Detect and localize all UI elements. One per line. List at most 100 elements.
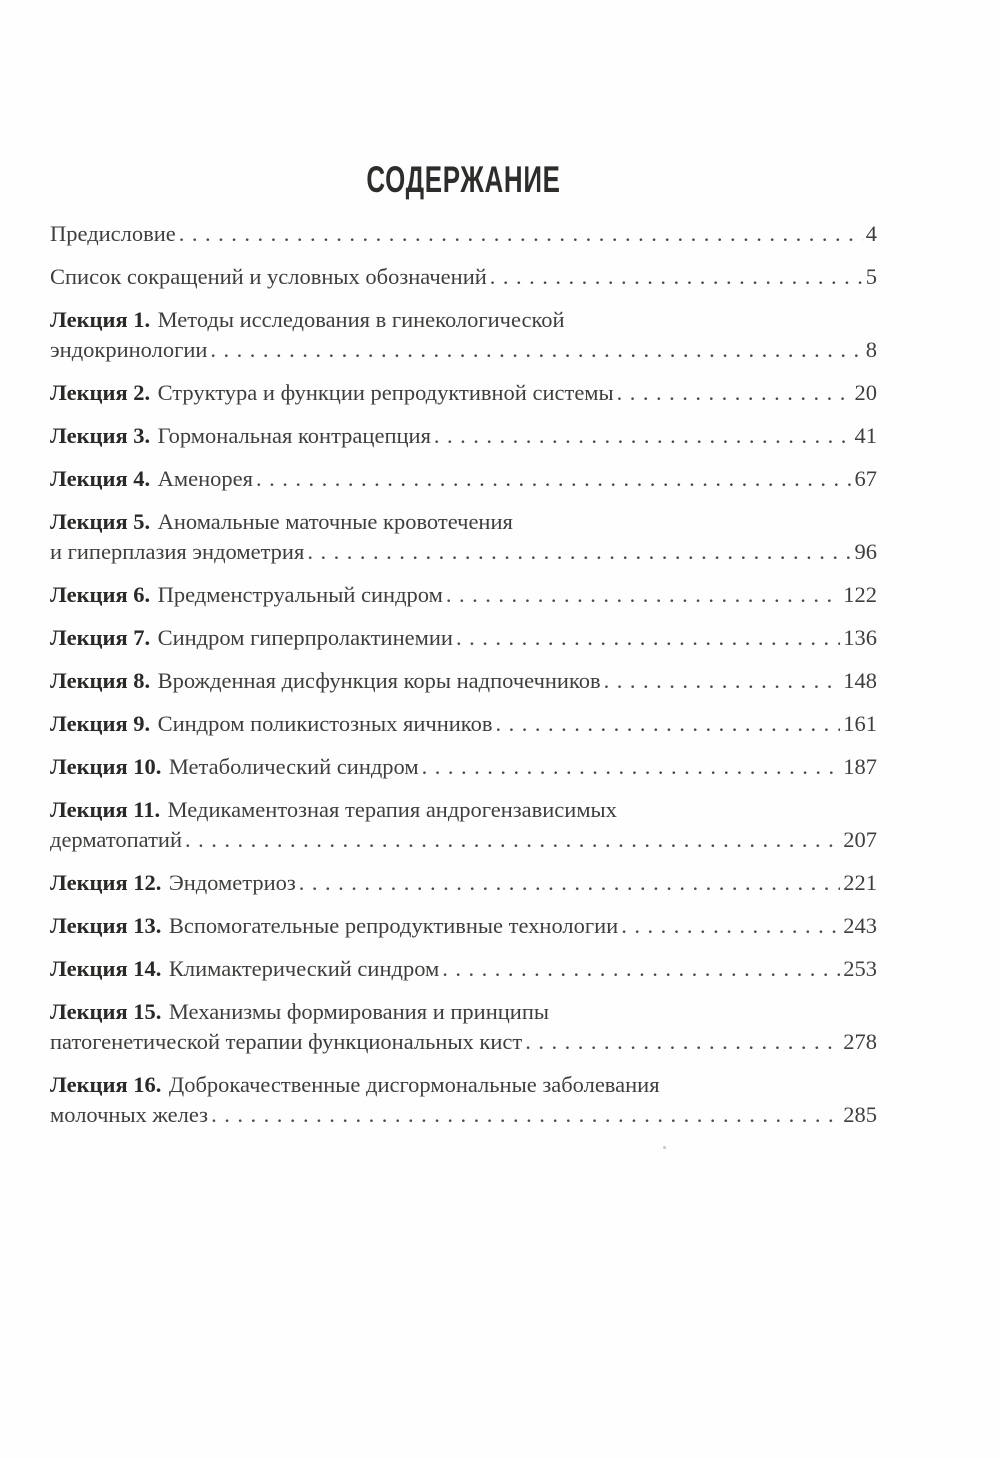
entry-title: Лекция 12. Эндометриоз [50, 868, 296, 898]
entry-label: Лекция 6. [50, 582, 151, 607]
entry-label: Лекция 1. [50, 307, 151, 332]
entry-title: дерматопатий [50, 825, 182, 855]
toc-entry: Лекция 16. Доброкачественные дисгормональ… [50, 1070, 877, 1130]
page-number: 136 [843, 625, 877, 650]
entry-label: Лекция 2. [50, 380, 151, 405]
entry-text: Климактерический синдром [168, 956, 440, 981]
page-number: 243 [843, 913, 877, 938]
page-title: СОДЕРЖАНИЕ [366, 159, 561, 200]
toc-entry: Лекция 9.Синдром поликистозных яичников 1… [50, 709, 877, 739]
page-number: 41 [854, 423, 878, 448]
entry-title: патогенетической терапии функциональных … [50, 1027, 522, 1057]
entry-text: Доброкачественные дисгормональные заболе… [168, 1072, 660, 1097]
entry-text: Гормональная контрацепция [157, 423, 431, 448]
toc-line: Лекция 5. Аномальные маточные кровотечени… [50, 507, 877, 537]
toc-list: Предисловие 4 Список сокращений и условных… [50, 219, 877, 1130]
toc-line: Лекция 3.Гормональная контрацепция 41 [50, 421, 877, 451]
entry-title: Лекция 4. Аменорея [50, 464, 253, 494]
toc-line: Лекция 15. Механизмы формирования и принц… [50, 997, 877, 1027]
page-number: 207 [843, 827, 877, 852]
entry-text: Метаболический синдром [168, 754, 419, 779]
entry-title: молочных желез [50, 1100, 208, 1130]
entry-title: эндокринологии [50, 335, 207, 365]
toc-line: Лекция 8. Врожденная дисфункция коры надп… [50, 666, 877, 696]
entry-label: Лекция 14. [50, 956, 162, 981]
toc-entry: Лекция 11. Медикаментозная терапия андрог… [50, 795, 877, 855]
entry-title: Лекция 11. Медикаментозная терапия андрог… [50, 797, 617, 822]
toc-entry: Лекция 14.Климактерический синдром 253 [50, 954, 877, 984]
dot-leader [439, 954, 840, 984]
toc-line: Лекция 6.Предменструальный синдром 122 [50, 580, 877, 610]
toc-entry: Лекция 6.Предменструальный синдром 122 [50, 580, 877, 610]
dot-leader [182, 825, 840, 855]
toc-line: Лекция 4.Аменорея 67 [50, 464, 877, 494]
entry-text: дерматопатий [50, 827, 182, 852]
page-number: 221 [843, 870, 877, 895]
entry-label: Лекция 16. [50, 1072, 162, 1097]
entry-text: Вспомогательные репродуктивные технологи… [168, 913, 619, 938]
toc-entry: Список сокращений и условных обозначений… [50, 262, 877, 292]
page-number: 96 [854, 539, 878, 564]
entry-text: Предменструальный синдром [157, 582, 443, 607]
toc-line: Лекция 13. Вспомогательные репродуктивные… [50, 911, 877, 941]
dot-leader [253, 464, 852, 494]
toc-entry: Лекция 13. Вспомогательные репродуктивные… [50, 911, 877, 941]
dot-leader [492, 709, 840, 739]
entry-title: Лекция 14. Климактерический синдром [50, 954, 439, 984]
dot-leader [208, 1100, 840, 1130]
toc-line: Лекция 11. Медикаментозная терапия андрог… [50, 795, 877, 825]
dot-leader [296, 868, 840, 898]
scan-speck [663, 1146, 666, 1149]
dot-leader [419, 752, 841, 782]
entry-title: Лекция 9. Синдром поликистозных яичников [50, 709, 492, 739]
toc-line: Лекция 10.Метаболический синдром 187 [50, 752, 877, 782]
toc-entry: Лекция 5. Аномальные маточные кровотечени… [50, 507, 877, 567]
toc-line: молочных желез 285 [50, 1100, 877, 1130]
toc-entry: Лекция 12.Эндометриоз 221 [50, 868, 877, 898]
dot-leader [601, 666, 841, 696]
entry-title: и гиперплазия эндометрия [50, 537, 304, 567]
toc-line: Лекция 1. Методы исследования в гинеколог… [50, 305, 877, 335]
entry-label: Лекция 15. [50, 999, 162, 1024]
entry-text: Предисловие [50, 221, 176, 246]
toc-entry: Лекция 7.Синдром гиперпролактинемии 136 [50, 623, 877, 653]
entry-text: Синдром гиперпролактинемии [157, 625, 453, 650]
toc-line: патогенетической терапии функциональных … [50, 1027, 877, 1057]
toc-entry: Лекция 3.Гормональная контрацепция 41 [50, 421, 877, 451]
entry-title: Лекция 8. Врожденная дисфункция коры надп… [50, 666, 601, 696]
page-number: 187 [843, 754, 877, 779]
entry-title: Лекция 6. Предменструальный синдром [50, 580, 443, 610]
toc-entry: Лекция 15. Механизмы формирования и принц… [50, 997, 877, 1057]
toc-line: дерматопатий 207 [50, 825, 877, 855]
entry-title: Лекция 16. Доброкачественные дисгормональ… [50, 1072, 660, 1097]
entry-text: патогенетической терапии функциональных … [50, 1029, 523, 1054]
entry-text: Аномальные маточные кровотечения [157, 509, 513, 534]
entry-text: Врожденная дисфункция коры надпочечников [157, 668, 601, 693]
toc-line: Список сокращений и условных обозначений… [50, 262, 877, 292]
entry-label: Лекция 3. [50, 423, 151, 448]
page-number: 161 [843, 711, 877, 736]
toc-entry: Лекция 4.Аменорея 67 [50, 464, 877, 494]
toc-line: Лекция 12.Эндометриоз 221 [50, 868, 877, 898]
entry-title: Лекция 7. Синдром гиперпролактинемии [50, 623, 453, 653]
toc-entry: Лекция 10.Метаболический синдром 187 [50, 752, 877, 782]
toc-line: Лекция 14.Климактерический синдром 253 [50, 954, 877, 984]
entry-text: Структура и функции репродуктивной систе… [157, 380, 614, 405]
entry-text: Механизмы формирования и принципы [168, 999, 549, 1024]
toc-line: и гиперплазия эндометрия 96 [50, 537, 877, 567]
toc-line: Лекция 16. Доброкачественные дисгормональ… [50, 1070, 877, 1100]
entry-label: Лекция 5. [50, 509, 151, 534]
toc-line: Предисловие 4 [50, 219, 877, 249]
page-number: 4 [865, 221, 877, 246]
page-number: 148 [843, 668, 877, 693]
entry-title: Лекция 13. Вспомогательные репродуктивные… [50, 911, 618, 941]
dot-leader [431, 421, 852, 451]
toc-line: Лекция 7.Синдром гиперпролактинемии 136 [50, 623, 877, 653]
entry-label: Лекция 10. [50, 754, 162, 779]
page-number: 5 [865, 264, 877, 289]
entry-title: Лекция 3. Гормональная контрацепция [50, 421, 431, 451]
page-number: 8 [865, 337, 877, 362]
entry-title: Предисловие [50, 219, 176, 249]
entry-title: Лекция 2. Структура и функции репродуктив… [50, 378, 614, 408]
